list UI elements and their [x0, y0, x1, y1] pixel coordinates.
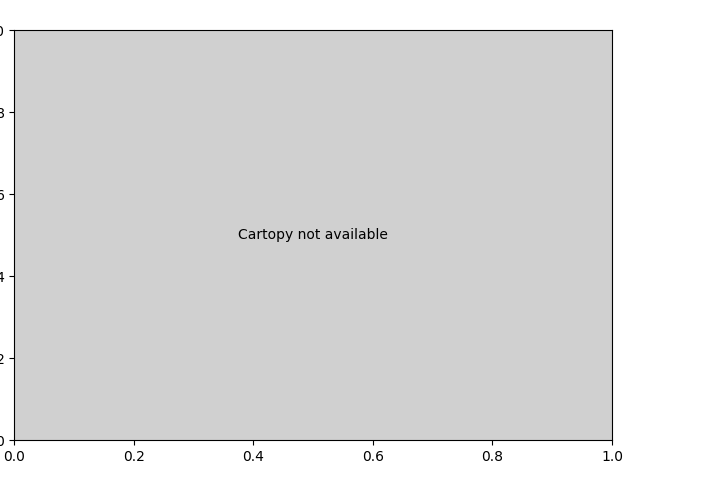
Text: Cartopy not available: Cartopy not available	[238, 228, 388, 242]
